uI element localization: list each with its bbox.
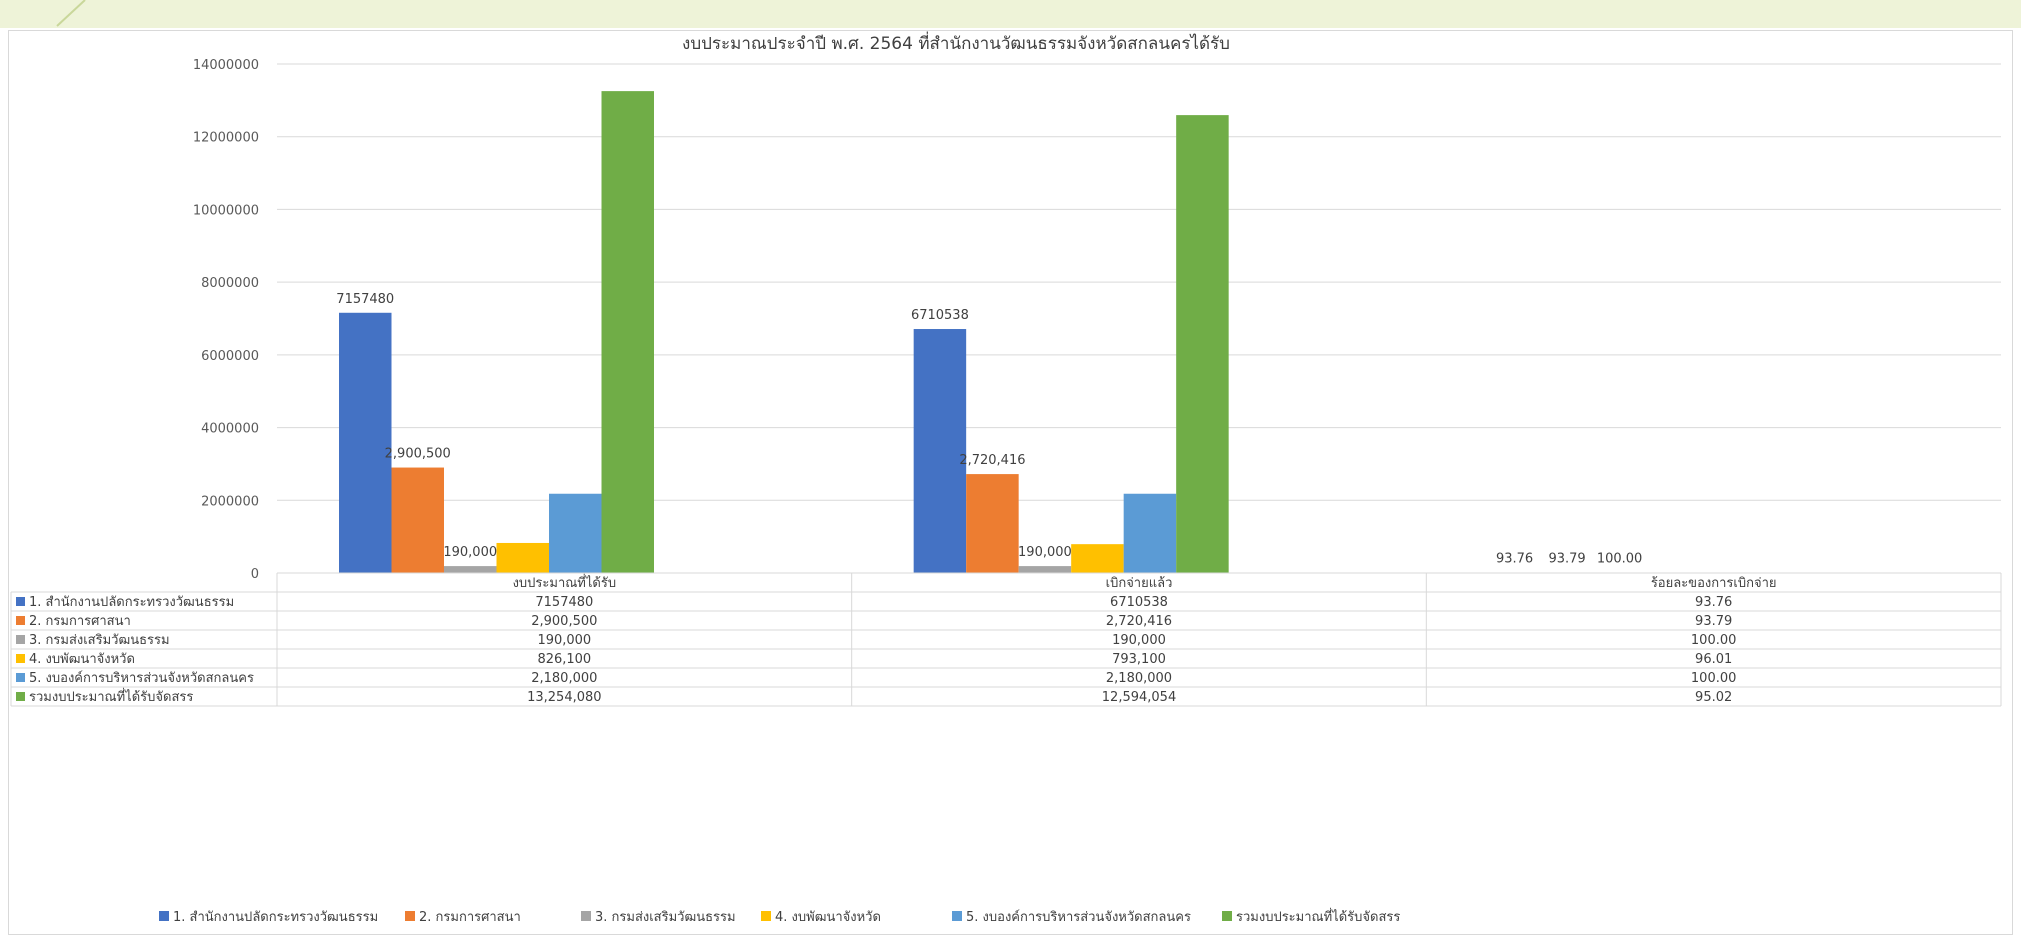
legend-swatch	[159, 911, 169, 921]
bar-data-label: 2,720,416	[959, 453, 1025, 468]
category-label: งบประมาณที่ได้รับ	[513, 574, 617, 591]
y-tick-label: 2000000	[201, 494, 259, 509]
bar	[1071, 544, 1124, 573]
table-cell: 826,100	[537, 652, 591, 667]
legend-label: 4. งบพัฒนาจังหวัด	[775, 910, 881, 925]
y-tick-label: 8000000	[201, 276, 259, 291]
table-series-name: 5. งบองค์การบริหารส่วนจังหวัดสกลนคร	[29, 670, 254, 686]
bar-data-label: 190,000	[443, 545, 497, 560]
category-label: เบิกจ่ายแล้ว	[1106, 576, 1173, 591]
bar	[1123, 493, 1177, 573]
table-series-name: 4. งบพัฒนาจังหวัด	[29, 652, 135, 667]
bar	[601, 91, 654, 574]
table-legend-key	[16, 616, 25, 625]
legend-label: 1. สำนักงานปลัดกระทรวงวัฒนธรรม	[173, 910, 378, 925]
bar-data-label: 6710538	[911, 308, 969, 323]
bar-data-label: 93.79	[1548, 552, 1585, 567]
bar	[966, 474, 1019, 573]
y-tick-label: 10000000	[193, 203, 259, 218]
table-legend-key	[16, 635, 25, 644]
data-table: งบประมาณที่ได้รับ เบิกจ่ายแล้ว ร้อยละของกา…	[10, 572, 2002, 707]
table-cell: 6710538	[1110, 595, 1168, 610]
bar-chart: งบประมาณประจำปี พ.ศ. 2564 ที่สำนักงานวัฒ…	[10, 31, 2002, 925]
table-series-name: รวมงบประมาณที่ได้รับจัดสรร	[29, 688, 193, 705]
legend-swatch	[1222, 911, 1232, 921]
bar	[1176, 115, 1229, 573]
bar-data-label: 190,000	[1018, 545, 1072, 560]
legend-swatch	[952, 911, 962, 921]
y-axis-ticks: 0 2000000 4000000 6000000 8000000 10000000 120…	[193, 58, 259, 582]
table-cell: 12,594,054	[1102, 690, 1176, 705]
bar	[496, 542, 549, 573]
chart-title: งบประมาณประจำปี พ.ศ. 2564 ที่สำนักงานวัฒ…	[682, 31, 1230, 54]
bar-data-label: 2,900,500	[385, 447, 451, 462]
top-decorative-band	[0, 0, 2021, 28]
legend-swatch	[405, 911, 415, 921]
table-cell: 190,000	[537, 633, 591, 648]
table-legend-key	[16, 673, 25, 682]
bar	[913, 329, 967, 573]
table-legend-key	[16, 597, 25, 606]
legend-swatch	[761, 911, 771, 921]
bar	[391, 467, 444, 573]
bar-data-label: 93.76	[1496, 552, 1533, 567]
bar-data-label: 100.00	[1597, 552, 1643, 567]
table-cell: 2,180,000	[1106, 671, 1172, 686]
table-cell: 96.01	[1695, 652, 1732, 667]
table-cell: 100.00	[1691, 671, 1737, 686]
table-cell: 793,100	[1112, 652, 1166, 667]
y-tick-label: 0	[251, 567, 259, 582]
table-cell: 2,900,500	[531, 614, 597, 629]
table-legend-key	[16, 692, 25, 701]
y-tick-label: 4000000	[201, 422, 259, 437]
table-series-name: 2. กรมการศาสนา	[29, 614, 131, 629]
bar	[339, 312, 392, 573]
table-series-name: 1. สำนักงานปลัดกระทรวงวัฒนธรรม	[29, 595, 234, 610]
legend: 1. สำนักงานปลัดกระทรวงวัฒนธรรม 2. กรมการศ…	[159, 908, 1400, 925]
legend-label: 2. กรมการศาสนา	[419, 910, 521, 925]
category-label: ร้อยละของการเบิกจ่าย	[1651, 576, 1777, 591]
table-cell: 95.02	[1695, 690, 1732, 705]
legend-label: 3. กรมส่งเสริมวัฒนธรรม	[595, 910, 736, 925]
data-labels: 7157480 6710538 93.76 2,900,500 2,720,416 93.…	[336, 292, 1642, 567]
legend-label: รวมงบประมาณที่ได้รับจัดสรร	[1236, 908, 1400, 925]
y-tick-label: 6000000	[201, 349, 259, 364]
table-cell: 2,180,000	[531, 671, 597, 686]
legend-swatch	[581, 911, 591, 921]
table-cell: 13,254,080	[527, 690, 601, 705]
table-cell: 2,720,416	[1106, 614, 1172, 629]
bar	[444, 566, 497, 573]
table-series-name: 3. กรมส่งเสริมวัฒนธรรม	[29, 633, 170, 648]
bar	[549, 493, 602, 573]
table-cell: 7157480	[535, 595, 593, 610]
y-tick-label: 12000000	[193, 131, 259, 146]
table-cell: 93.76	[1695, 595, 1732, 610]
table-cell: 190,000	[1112, 633, 1166, 648]
y-tick-label: 14000000	[193, 58, 259, 73]
legend-label: 5. งบองค์การบริหารส่วนจังหวัดสกลนคร	[966, 909, 1191, 925]
table-legend-key	[16, 654, 25, 663]
bar-data-label: 7157480	[336, 292, 394, 307]
table-cell: 100.00	[1691, 633, 1737, 648]
bar	[1018, 566, 1072, 573]
table-cell: 93.79	[1695, 614, 1732, 629]
bars	[339, 91, 1804, 574]
chart-area: งบประมาณประจำปี พ.ศ. 2564 ที่สำนักงานวัฒ…	[8, 30, 2013, 935]
corner-accent-graphic	[56, 0, 86, 27]
